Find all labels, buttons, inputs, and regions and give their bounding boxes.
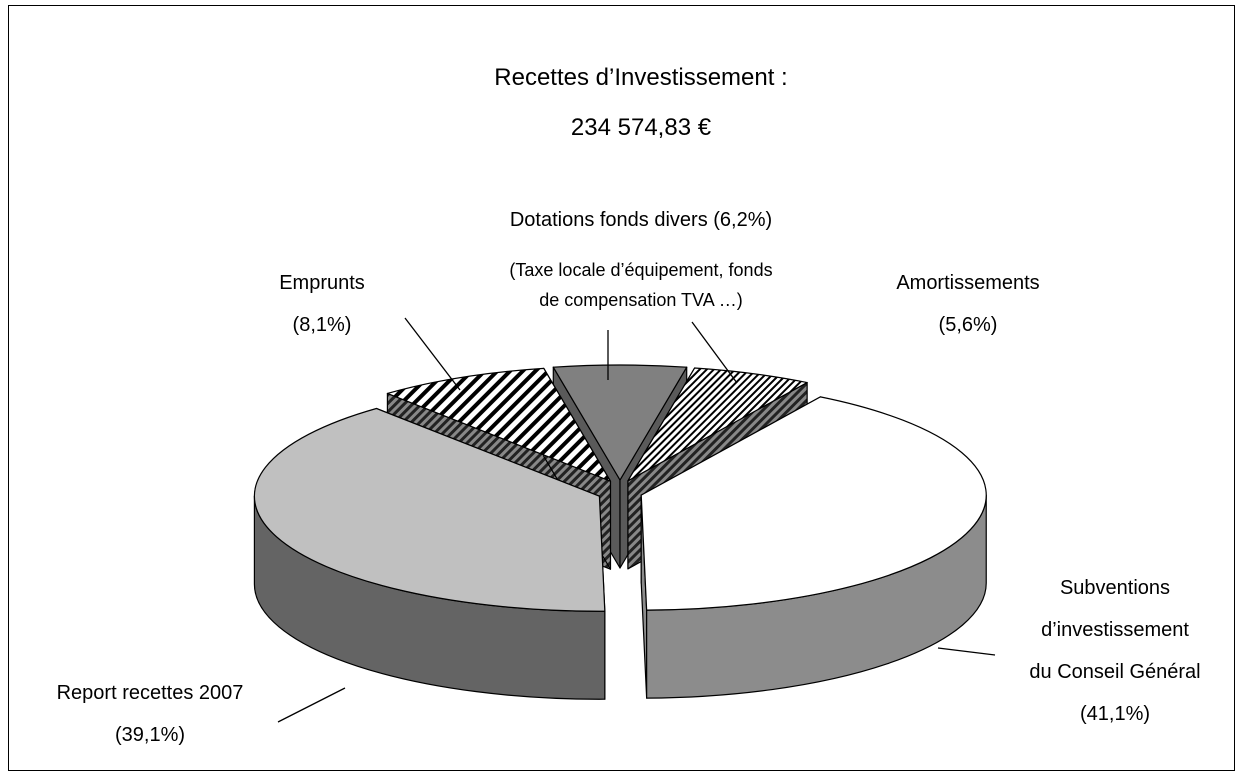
category-label: Subventions d’investissement du Conseil … — [1029, 577, 1201, 683]
slice-label: Report recettes 2007 (39,1%) — [57, 672, 244, 756]
category-label: Emprunts — [279, 272, 365, 294]
value-label: (8,1%) — [292, 314, 352, 336]
category-label: Amortissements — [896, 272, 1040, 294]
value-label: (39,1%) — [114, 724, 186, 746]
slice-label: Subventions d’investissement du Conseil … — [1029, 567, 1200, 735]
leader-line — [691, 321, 738, 384]
chart-title: Recettes d’Investissement : — [494, 64, 788, 91]
slice-label: Dotations fonds divers (6,2%) — [510, 199, 772, 241]
category-label: Dotations fonds divers — [509, 209, 708, 231]
value-label: (41,1%) — [1079, 703, 1151, 725]
value-label: (5,6%) — [938, 314, 998, 336]
value-label: (6,2%) — [713, 209, 773, 231]
slice — [627, 367, 808, 482]
slice — [386, 367, 612, 482]
slices — [253, 364, 987, 700]
annotation: (Taxe locale d’équipement, fonds de comp… — [509, 260, 773, 310]
frame — [8, 5, 1235, 771]
leader-line — [937, 647, 996, 656]
slice-label: Amortissements (5,6%) — [896, 262, 1039, 346]
leader-lines — [277, 317, 996, 723]
category-label: Report recettes 2007 — [56, 682, 244, 704]
slice-label: Emprunts (8,1%) — [279, 262, 365, 346]
slice — [640, 396, 987, 611]
slice — [552, 364, 688, 481]
chart-subtitle: 234 574,83 € — [570, 114, 712, 141]
slice — [253, 407, 606, 612]
leader-line — [277, 687, 346, 723]
leader-line — [404, 317, 461, 391]
